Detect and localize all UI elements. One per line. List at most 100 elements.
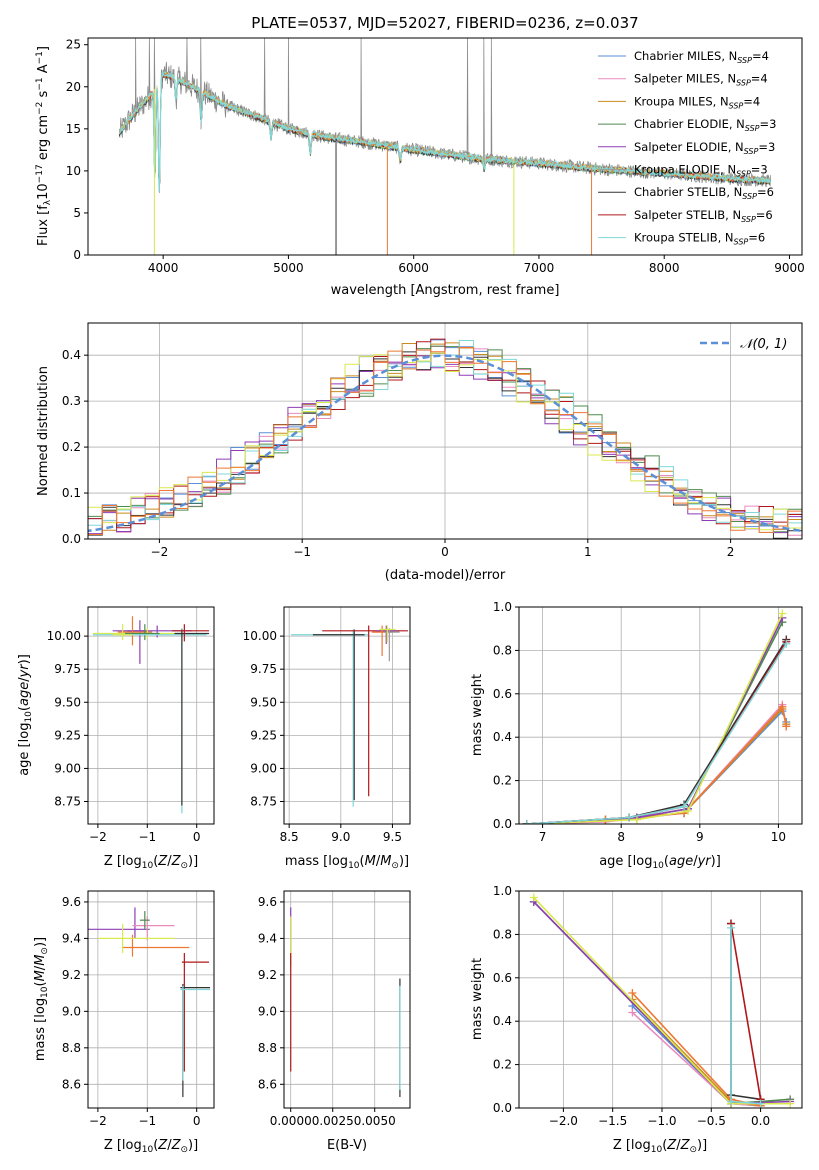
x-tick-label: −2.0 [549, 1114, 578, 1128]
legend-label: Chabrier ELODIE, NSSP=3 [634, 117, 776, 133]
weight-marker [778, 702, 787, 711]
y-tick-label: 0.4 [493, 730, 512, 744]
age-z-ticks: −2 −1 0 8.75 9.00 9.25 9.50 9.75 10.00 [47, 629, 201, 844]
weight-z-frame [518, 890, 803, 1109]
weight-age-ylabel: mass weight [470, 674, 485, 756]
histogram-xlabel: (data-model)/error [385, 568, 506, 583]
age-z-ylabel: age [log10(age/yr)] [17, 654, 34, 776]
weight-line [526, 702, 788, 824]
age-vs-metallicity-panel: −2 −1 0 8.75 9.00 9.25 9.50 9.75 10.00 Z [log10(… [17, 606, 215, 871]
weight-line [526, 613, 784, 824]
legend-label: Chabrier MILES, NSSP=4 [634, 49, 769, 65]
weight-marker [727, 1097, 736, 1106]
weight-z-xlabel: Z [log10(Z/Z⊙)] [613, 1138, 707, 1155]
histogram-step [88, 346, 802, 539]
x-tick-label: 9.0 [331, 830, 350, 844]
weight-line [526, 643, 787, 824]
y-tick-label: 8.8 [62, 1041, 81, 1055]
x-tick-label: 8.5 [280, 830, 299, 844]
y-tick-label: 1.0 [493, 600, 512, 614]
x-tick-label: 8 [617, 830, 625, 844]
mass-ebv-xlabel: E(B-V) [327, 1138, 367, 1153]
weight-marker [625, 813, 634, 822]
y-tick-label: 9.50 [54, 695, 81, 709]
y-tick-label: 8.6 [258, 1077, 277, 1091]
y-tick-label: 9.4 [62, 931, 81, 945]
x-tick-label: 7 [539, 830, 547, 844]
weight-age-xlabel: age [log10(age/yr)] [599, 854, 721, 871]
histogram-legend: 𝒩(0, 1) [700, 337, 787, 352]
weight-marker [778, 609, 787, 618]
x-tick-label: 7000 [524, 261, 555, 275]
spectrum-data [118, 38, 772, 255]
mass-z-ylabel: mass [log10(M/M⊙)] [33, 937, 50, 1061]
weight-marker [628, 1008, 637, 1017]
mass-ebv-grid [284, 891, 410, 1108]
y-tick-label: 10.00 [47, 629, 81, 643]
y-tick-label: 0.0 [62, 532, 81, 546]
y-tick-label: 20 [66, 80, 81, 94]
y-tick-label: 9.0 [258, 1004, 277, 1018]
x-tick-label: 10 [771, 830, 786, 844]
weight-line [526, 705, 788, 824]
x-tick-label: 6000 [398, 261, 429, 275]
y-tick-label: 9.0 [62, 1004, 81, 1018]
weight-line [526, 617, 784, 824]
weight-age-data [522, 609, 791, 824]
legend-label: Kroupa MILES, NSSP=4 [634, 94, 760, 110]
y-tick-label: 9.25 [54, 728, 81, 742]
weight-line [526, 621, 784, 824]
y-tick-label: 9.25 [250, 728, 277, 742]
histogram-data [88, 338, 802, 539]
legend-label: Kroupa ELODIE, NSSP=3 [634, 163, 768, 179]
y-tick-label: 8.75 [250, 795, 277, 809]
age-z-grid [88, 607, 214, 824]
weight-marker [727, 923, 736, 932]
x-tick-label: −2 [151, 545, 169, 559]
x-tick-label: −1.0 [647, 1114, 676, 1128]
weight-z-ticks: −2.0 −1.5 −1.0 −0.5 0.0 0.0 0.2 0.4 0.6 0.8 1.0 [493, 884, 770, 1128]
y-tick-label: 9.4 [258, 931, 277, 945]
weight-z-ylabel: mass weight [470, 958, 485, 1040]
x-tick-label: 0 [441, 545, 449, 559]
weight-line [631, 992, 761, 1107]
legend-label: Salpeter ELODIE, NSSP=3 [634, 140, 775, 156]
legend-label: Kroupa STELIB, NSSP=6 [634, 231, 765, 247]
x-tick-label: 0 [193, 830, 201, 844]
y-tick-label: 0.8 [493, 643, 512, 657]
y-tick-label: 10 [66, 164, 81, 178]
weight-marker [632, 815, 641, 824]
weight-line [631, 998, 761, 1107]
y-tick-label: 8.8 [258, 1041, 277, 1055]
x-tick-label: 4000 [148, 261, 179, 275]
normal-curve [88, 354, 802, 533]
mass-z-data [88, 907, 211, 1098]
weight-age-frame [518, 606, 803, 825]
weight-marker [786, 1099, 795, 1108]
y-tick-label: 9.75 [54, 662, 81, 676]
y-tick-label: 0.2 [493, 774, 512, 788]
age-vs-mass-panel: 8.5 9.0 9.5 8.75 9.00 9.25 9.50 9.75 10.00 mass … [243, 606, 411, 871]
x-tick-label: 9.5 [383, 830, 402, 844]
age-z-data [92, 616, 210, 814]
y-tick-label: 9.50 [250, 695, 277, 709]
y-tick-label: 9.2 [62, 968, 81, 982]
x-tick-label: 5000 [273, 261, 304, 275]
x-tick-label: 0.0025 [312, 1114, 354, 1128]
age-mass-grid [284, 607, 410, 824]
mass-z-ticks: −2 −1 0 8.6 8.8 9.0 9.2 9.4 9.6 [62, 895, 201, 1128]
y-tick-label: 8.75 [54, 795, 81, 809]
x-tick-label: 0 [193, 1114, 201, 1128]
y-tick-label: 9.00 [250, 761, 277, 775]
age-mass-data [291, 625, 408, 807]
weight-marker [680, 802, 689, 811]
x-tick-label: 0.0050 [354, 1114, 396, 1128]
weight-line [526, 639, 787, 824]
age-mass-ticks: 8.5 9.0 9.5 8.75 9.00 9.25 9.50 9.75 10.00 [243, 629, 402, 844]
mass-ebv-frame [283, 890, 411, 1109]
legend-label: Salpeter STELIB, NSSP=6 [634, 208, 773, 224]
y-tick-label: 0.4 [493, 1014, 512, 1028]
x-tick-label: −1.5 [598, 1114, 627, 1128]
spectrum-ylabel: Flux [fλ10−17 erg cm−2 s−1 A−1] [35, 46, 53, 246]
